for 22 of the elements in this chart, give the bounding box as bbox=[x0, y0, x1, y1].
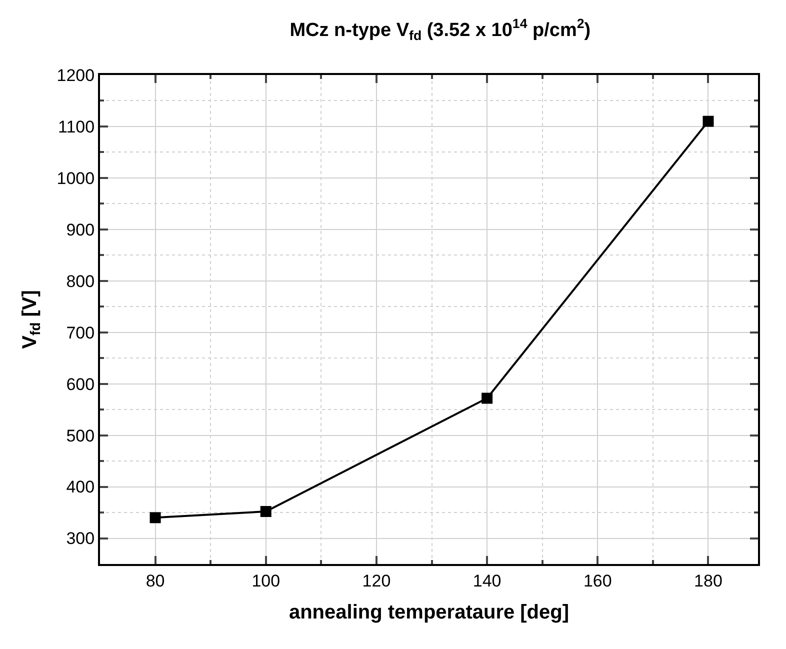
y-tick-label: 600 bbox=[66, 374, 95, 394]
x-tick-label: 160 bbox=[583, 571, 612, 590]
x-tick-label: 100 bbox=[252, 571, 280, 590]
chart-title: MCz n-type V$_{fd}$ (3.52 x 10$^{14}$ p/cm$^{2}$) bbox=[290, 16, 591, 44]
y-tick-label: 900 bbox=[66, 220, 95, 240]
y-tick-label: 1100 bbox=[58, 117, 95, 136]
y-tick-label: 1000 bbox=[56, 168, 95, 188]
point bbox=[150, 512, 161, 524]
x-axis-title: annealing temperataure [deg] bbox=[288, 601, 570, 624]
point bbox=[482, 392, 493, 404]
x-tick-label: 80 bbox=[146, 571, 165, 590]
point bbox=[702, 116, 714, 127]
y-tick-label: 300 bbox=[66, 529, 95, 548]
x-tick-label: 140 bbox=[472, 571, 502, 590]
y-tick-label: 1200 bbox=[56, 66, 95, 85]
y-tick-label: 800 bbox=[66, 272, 95, 291]
y-tick-label: 700 bbox=[66, 323, 95, 342]
point bbox=[260, 506, 272, 517]
y-tick-label: 400 bbox=[66, 478, 95, 497]
y-tick-label: 500 bbox=[66, 426, 95, 446]
x-tick-label: 120 bbox=[362, 571, 391, 590]
x-tick-label: 180 bbox=[694, 571, 722, 590]
